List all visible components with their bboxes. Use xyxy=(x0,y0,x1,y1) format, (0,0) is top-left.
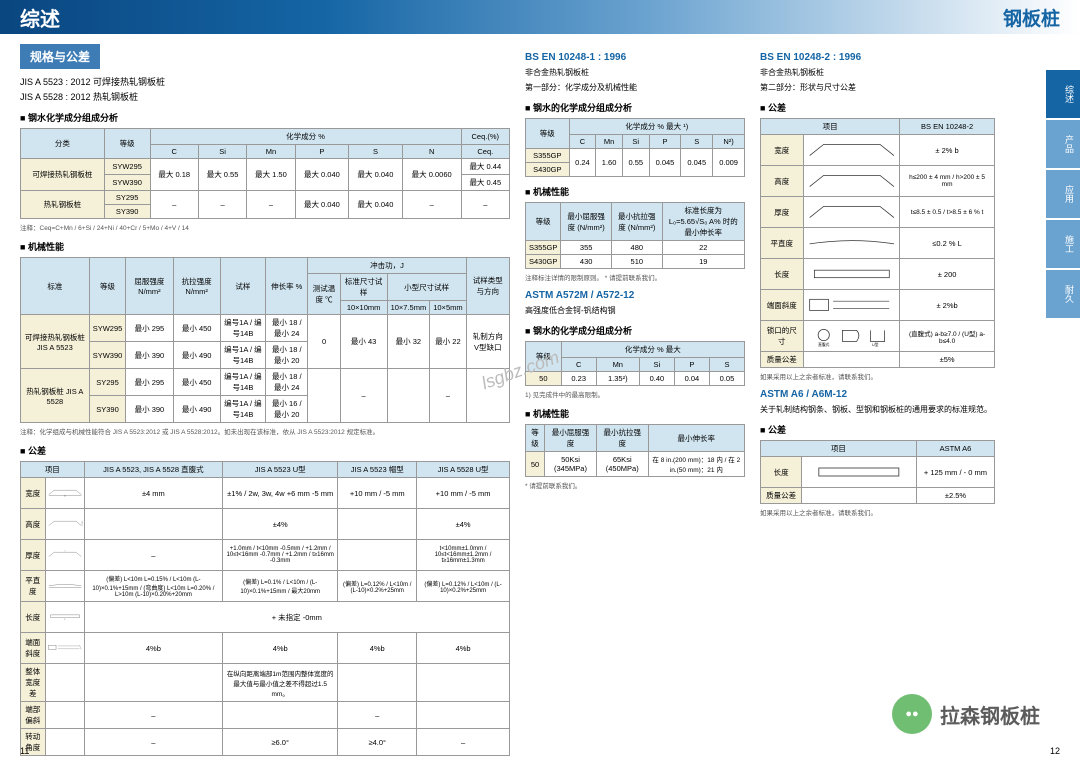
section-tag: 规格与公差 xyxy=(20,44,100,69)
svg-text:U型: U型 xyxy=(872,342,879,347)
side-tab-application[interactable]: 应用 xyxy=(1046,170,1080,218)
astm-chem-table: 等级化学成分 % 最大 CMnSiPS 500.231.35²)0.400.04… xyxy=(525,341,745,386)
astm-2-heading: ASTM A6 / A6M-12 xyxy=(760,389,995,400)
tolerance-table: 项目JIS A 5523, JIS A 5528 直腹式JIS A 5523 U… xyxy=(20,461,510,756)
side-tab-product[interactable]: 产品 xyxy=(1046,120,1080,168)
chem-note: 注释：Ceq=C+Mn / 6+Si / 24+Ni / 40+Cr / 5+M… xyxy=(20,222,510,232)
spec-line-2: JIS A 5528 : 2012 热轧钢板桩 xyxy=(20,90,510,103)
svg-text:直腹式: 直腹式 xyxy=(818,342,829,347)
astm-1-heading: ASTM A572M / A572-12 xyxy=(525,290,745,301)
header-title-left: 综述 xyxy=(20,3,60,32)
chem-table: 分类等级化学成分 %Ceq.(%) CSiMnPSNCeq. 可焊接热轧钢板桩S… xyxy=(20,128,510,219)
header-title-right: 钢板桩 xyxy=(1003,4,1060,31)
astm-tolerance-table: 项目ASTM A6 长度+ 125 mm / - 0 mm 质量公差±2.5% xyxy=(760,440,995,504)
mech-table: 标准等级屈服强度 N/mm²抗拉强度 N/mm²试样伸长率 %冲击功，J试样类型… xyxy=(20,257,510,423)
bs-en-1-heading: BS EN 10248-1 : 1996 xyxy=(525,52,745,63)
right-col-1: BS EN 10248-1 : 1996 非合金热轧钢板桩 第一部分：化学成分及… xyxy=(525,44,745,756)
bs-en-2-heading: BS EN 10248-2 : 1996 xyxy=(760,52,995,63)
right-col-2: BS EN 10248-2 : 1996 非合金热轧钢板桩 第二部分：形状与尺寸… xyxy=(760,44,995,756)
bs-tolerance-table: 项目BS EN 10248-2 宽度± 2% b 高度h≤200 ± 4 mm … xyxy=(760,118,995,368)
watermark-text: 拉森钢板桩 xyxy=(940,700,1040,729)
page-number-right: 12 xyxy=(1050,746,1060,756)
side-tab-overview[interactable]: 综述 xyxy=(1046,70,1080,118)
side-navigation: 综述 产品 应用 施工 耐久 xyxy=(1046,70,1080,320)
watermark: ●● 拉森钢板桩 xyxy=(892,694,1040,734)
side-tab-construction[interactable]: 施工 xyxy=(1046,220,1080,268)
page-number-left: 11 xyxy=(20,746,29,756)
mech-heading: 机械性能 xyxy=(20,240,510,253)
svg-text:L: L xyxy=(64,619,65,621)
side-tab-durability[interactable]: 耐久 xyxy=(1046,270,1080,318)
tol-heading: 公差 xyxy=(20,444,510,457)
bs-chem-table: 等级化学成分 % 最大 ¹) CMnSiPSN²) S355GP0.241.60… xyxy=(525,118,745,177)
bs-mech-table: 等级最小屈服强度 (N/mm²)最小抗拉强度 (N/mm²)标准长度为 L₀=5… xyxy=(525,202,745,269)
svg-text:t: t xyxy=(64,549,65,552)
chem-heading: 钢水化学成分组成分析 xyxy=(20,111,510,124)
wechat-icon: ●● xyxy=(892,694,932,734)
astm-mech-table: 等级最小屈服强度最小抗拉强度最小伸长率 5050Ksi (345MPa)65Ks… xyxy=(525,424,745,477)
mech-note: 注释：化学组成与机械性能符合 JIS A 5523:2012 或 JIS A 5… xyxy=(20,426,510,436)
page-header: 综述 钢板桩 xyxy=(0,0,1080,34)
svg-text:w: w xyxy=(64,495,66,497)
left-column: 规格与公差 JIS A 5523 : 2012 可焊接热轧钢板桩 JIS A 5… xyxy=(20,44,510,756)
spec-line-1: JIS A 5523 : 2012 可焊接热轧钢板桩 xyxy=(20,75,510,88)
